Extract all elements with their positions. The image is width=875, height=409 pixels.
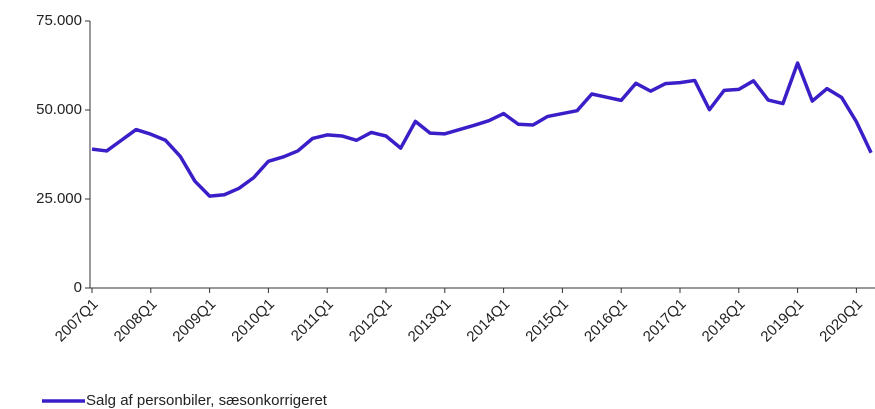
line-series [91, 61, 873, 198]
x-tick-label: 2008Q1 [111, 296, 161, 346]
x-tick-label: 2019Q1 [757, 296, 807, 346]
x-tick-label: 2012Q1 [346, 296, 396, 346]
x-tick-label: 2014Q1 [463, 296, 513, 346]
y-tick-label: 75.000 [36, 12, 82, 29]
x-tick-label: 2015Q1 [522, 296, 572, 346]
x-tick-label: 2013Q1 [405, 296, 455, 346]
x-tick-label: 2020Q1 [816, 296, 866, 346]
x-tick-label: 2011Q1 [288, 296, 337, 345]
x-tick-label: 2007Q1 [52, 296, 102, 346]
y-tick-label: 25.000 [36, 190, 82, 207]
x-tick-label: 2018Q1 [699, 296, 749, 346]
x-tick-label: 2010Q1 [228, 296, 278, 346]
y-tick-label: 50.000 [36, 101, 82, 118]
x-tick-label: 2016Q1 [581, 296, 631, 346]
y-tick-label: 0 [74, 279, 82, 296]
x-tick-label: 2017Q1 [640, 296, 690, 346]
legend-label: Salg af personbiler, sæsonkorrigeret [86, 392, 328, 409]
x-tick-label: 2009Q1 [169, 296, 219, 346]
